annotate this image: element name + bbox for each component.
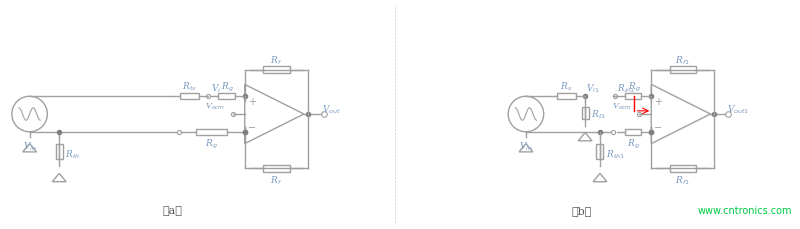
Text: −: − — [247, 123, 256, 132]
Text: （a）: （a） — [162, 205, 182, 215]
Text: +: + — [248, 97, 256, 106]
Bar — [597, 145, 603, 159]
Bar — [557, 93, 576, 100]
Text: R$_{t1}$: R$_{t1}$ — [591, 108, 606, 120]
Bar — [218, 93, 234, 100]
Bar — [180, 93, 199, 100]
Text: −: − — [654, 123, 662, 132]
Text: R$_g$: R$_g$ — [206, 138, 218, 151]
Text: V$_{out1}$: V$_{out1}$ — [727, 103, 750, 116]
Text: V$_{in}$: V$_{in}$ — [519, 140, 533, 152]
Text: V$_{i1}$: V$_{i1}$ — [586, 82, 600, 95]
Bar — [263, 165, 290, 172]
Text: （b）: （b） — [572, 205, 592, 215]
Text: V$_{out}$: V$_{out}$ — [322, 103, 341, 116]
Text: R$_f$: R$_f$ — [270, 174, 282, 187]
Bar — [625, 93, 641, 100]
Text: R$_{th1}$: R$_{th1}$ — [606, 148, 626, 160]
Text: R$_g$: R$_g$ — [627, 80, 640, 93]
Text: R$_g$: R$_g$ — [626, 138, 639, 151]
Bar — [625, 129, 641, 136]
Text: R$_f$: R$_f$ — [270, 54, 282, 67]
Text: R$_{ts}$: R$_{ts}$ — [182, 81, 197, 93]
Text: R$_s$: R$_s$ — [560, 81, 573, 93]
Text: R$_{in1}$: R$_{in1}$ — [618, 82, 636, 95]
Text: R$_g$: R$_g$ — [221, 80, 234, 93]
Bar — [56, 145, 62, 159]
Text: www.cntronics.com: www.cntronics.com — [698, 205, 792, 215]
Text: V$_i$: V$_i$ — [211, 82, 222, 95]
Bar — [582, 108, 589, 120]
Text: R$_{f1}$: R$_{f1}$ — [675, 54, 690, 67]
Text: R$_{f1}$: R$_{f1}$ — [675, 174, 690, 187]
Text: V$_{ocm}$: V$_{ocm}$ — [611, 101, 632, 112]
Text: +: + — [654, 97, 662, 106]
Text: R$_{th}$: R$_{th}$ — [66, 148, 81, 160]
Bar — [670, 165, 696, 172]
Bar — [196, 129, 227, 136]
Bar — [263, 67, 290, 74]
Text: V$_{ocm}$: V$_{ocm}$ — [205, 101, 226, 112]
Text: V$_{in}$: V$_{in}$ — [22, 140, 37, 152]
Bar — [670, 67, 696, 74]
